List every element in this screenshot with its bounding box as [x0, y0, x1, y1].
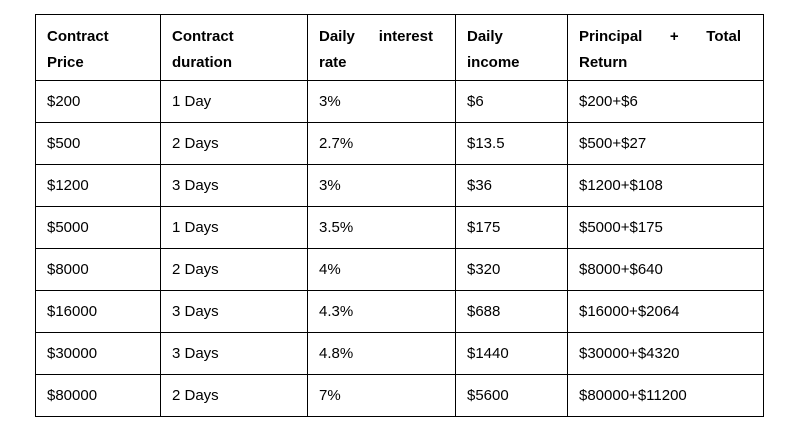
cell-contract-price: $8000 [35, 248, 161, 291]
cell-contract-duration: 3 Days [160, 332, 308, 375]
cell-principal-total-return: $30000+$4320 [567, 332, 764, 375]
cell-daily-income: $36 [455, 164, 568, 207]
cell-daily-income: $13.5 [455, 122, 568, 165]
cell-principal-total-return: $200+$6 [567, 80, 764, 123]
cell-contract-price: $500 [35, 122, 161, 165]
cell-daily-income: $320 [455, 248, 568, 291]
cell-contract-price: $30000 [35, 332, 161, 375]
cell-daily-interest-rate: 2.7% [307, 122, 456, 165]
table-row: $16000 3 Days 4.3% $688 $16000+$2064 [35, 290, 764, 333]
cell-daily-interest-rate: 3.5% [307, 206, 456, 249]
cell-contract-price: $200 [35, 80, 161, 123]
cell-daily-interest-rate: 7% [307, 374, 456, 417]
cell-contract-duration: 2 Days [160, 122, 308, 165]
cell-daily-income: $5600 [455, 374, 568, 417]
cell-daily-interest-rate: 4% [307, 248, 456, 291]
cell-daily-interest-rate: 4.3% [307, 290, 456, 333]
cell-principal-total-return: $5000+$175 [567, 206, 764, 249]
cell-daily-interest-rate: 3% [307, 164, 456, 207]
cell-daily-income: $175 [455, 206, 568, 249]
cell-principal-total-return: $500+$27 [567, 122, 764, 165]
table-row: $8000 2 Days 4% $320 $8000+$640 [35, 248, 764, 291]
cell-contract-duration: 1 Days [160, 206, 308, 249]
table-row: $5000 1 Days 3.5% $175 $5000+$175 [35, 206, 764, 249]
table-row: $30000 3 Days 4.8% $1440 $30000+$4320 [35, 332, 764, 375]
cell-principal-total-return: $1200+$108 [567, 164, 764, 207]
cell-daily-income: $1440 [455, 332, 568, 375]
header-cell-contract-price: Contract Price [35, 14, 161, 81]
contract-pricing-table: Contract Price Contract duration Daily i… [35, 14, 764, 417]
header-cell-daily-interest-rate: Daily interest rate [307, 14, 456, 81]
cell-daily-income: $6 [455, 80, 568, 123]
cell-contract-duration: 2 Days [160, 248, 308, 291]
header-cell-contract-duration: Contract duration [160, 14, 308, 81]
cell-daily-income: $688 [455, 290, 568, 333]
header-cell-principal-total-return: Principal + Total Return [567, 14, 764, 81]
cell-contract-duration: 3 Days [160, 290, 308, 333]
cell-principal-total-return: $80000+$11200 [567, 374, 764, 417]
cell-contract-price: $5000 [35, 206, 161, 249]
cell-contract-price: $16000 [35, 290, 161, 333]
table-row: $500 2 Days 2.7% $13.5 $500+$27 [35, 122, 764, 165]
header-cell-daily-income: Daily income [455, 14, 568, 81]
table-row: $80000 2 Days 7% $5600 $80000+$11200 [35, 374, 764, 417]
cell-daily-interest-rate: 4.8% [307, 332, 456, 375]
cell-contract-duration: 2 Days [160, 374, 308, 417]
cell-contract-duration: 1 Day [160, 80, 308, 123]
cell-principal-total-return: $16000+$2064 [567, 290, 764, 333]
cell-contract-price: $80000 [35, 374, 161, 417]
table-row: $200 1 Day 3% $6 $200+$6 [35, 80, 764, 123]
cell-contract-price: $1200 [35, 164, 161, 207]
table-row: $1200 3 Days 3% $36 $1200+$108 [35, 164, 764, 207]
header-row: Contract Price Contract duration Daily i… [35, 14, 764, 81]
cell-principal-total-return: $8000+$640 [567, 248, 764, 291]
cell-daily-interest-rate: 3% [307, 80, 456, 123]
cell-contract-duration: 3 Days [160, 164, 308, 207]
